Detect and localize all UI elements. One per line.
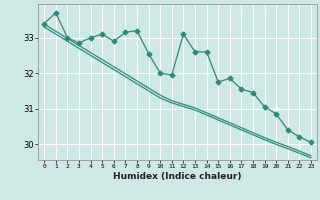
X-axis label: Humidex (Indice chaleur): Humidex (Indice chaleur) <box>113 172 242 181</box>
